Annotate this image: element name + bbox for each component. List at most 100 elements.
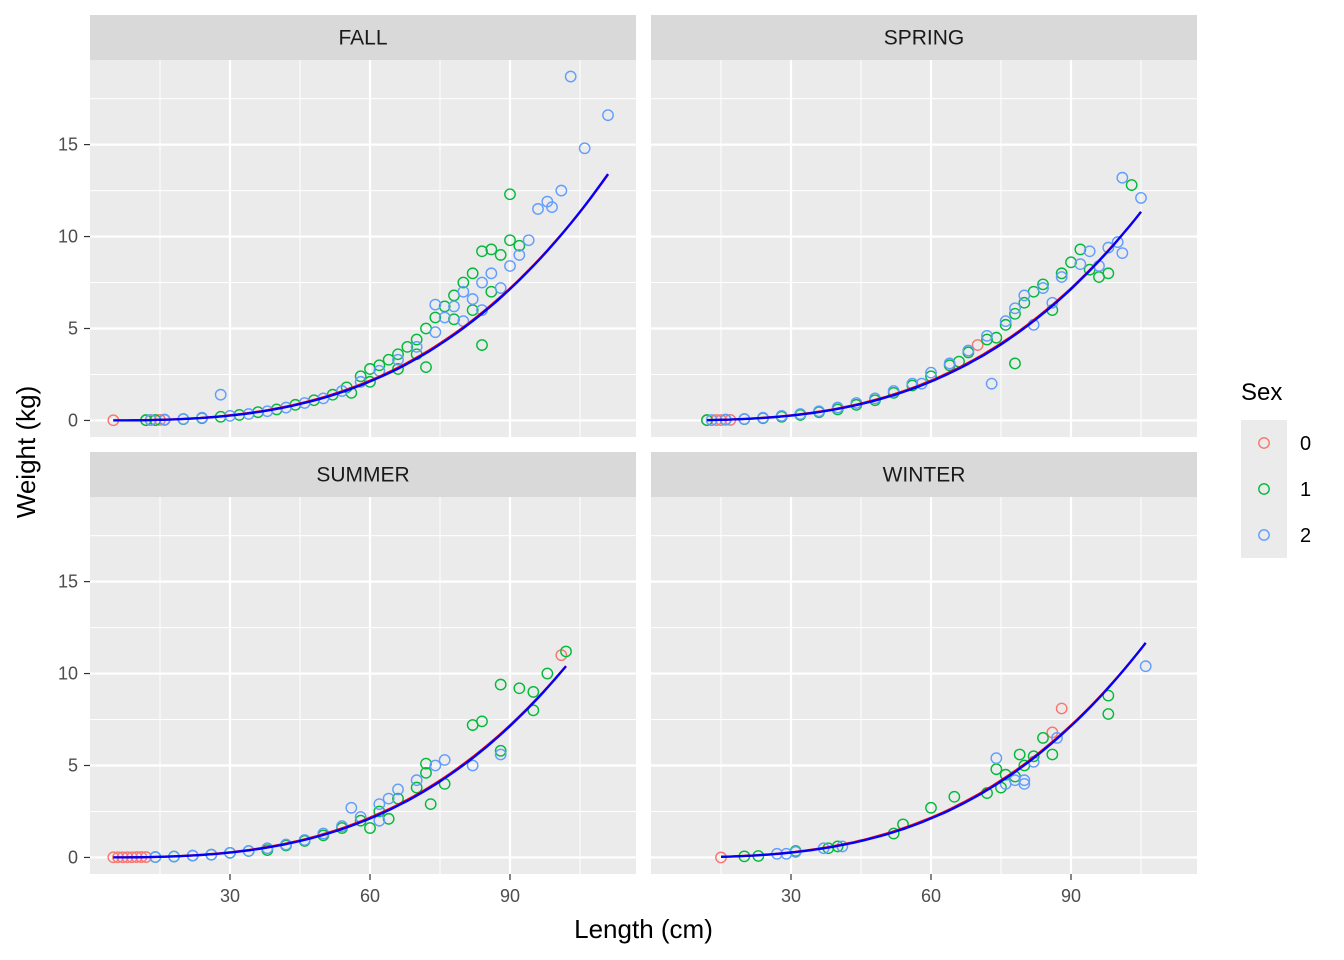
facet-strip-label: FALL <box>338 27 387 50</box>
legend-label: 2 <box>1300 525 1311 547</box>
data-points <box>701 171 1147 427</box>
data-point <box>1046 748 1059 761</box>
legend-label: 1 <box>1300 479 1311 501</box>
data-point <box>438 311 451 324</box>
legend-key-background <box>1241 420 1287 466</box>
data-point <box>925 801 937 814</box>
data-point <box>962 344 975 357</box>
y-tick-label: 5 <box>68 755 78 775</box>
data-point <box>382 353 395 366</box>
data-point <box>1102 241 1115 254</box>
legend-key-symbol <box>1258 437 1270 449</box>
legend-key-background <box>1241 466 1287 512</box>
data-point <box>1102 708 1115 720</box>
data-point <box>392 353 404 366</box>
data-point <box>410 774 423 787</box>
data-point <box>214 388 227 401</box>
data-point <box>546 201 558 214</box>
data-point <box>1102 689 1115 702</box>
data-point <box>948 790 961 803</box>
data-point <box>476 276 488 289</box>
x-tick-label: 90 <box>1061 886 1081 906</box>
facet-strip-label: SPRING <box>884 27 965 50</box>
data-point <box>1055 702 1068 715</box>
data-point <box>1111 236 1124 248</box>
data-point <box>1116 247 1129 259</box>
fit-line <box>113 173 609 422</box>
data-point <box>1135 192 1147 204</box>
facet-strip <box>651 452 1197 497</box>
data-point <box>1037 278 1049 291</box>
x-tick-label: 30 <box>220 886 240 906</box>
data-point <box>990 752 1003 765</box>
data-point <box>504 260 516 272</box>
data-point <box>555 184 568 197</box>
panel-background <box>90 497 636 874</box>
data-point <box>476 715 488 728</box>
x-tick-label: 90 <box>500 886 520 906</box>
data-point <box>527 704 540 717</box>
data-point <box>1009 302 1021 315</box>
panel-background <box>651 497 1197 874</box>
data-point <box>504 234 516 247</box>
data-point <box>373 798 386 811</box>
data-point <box>564 70 577 83</box>
data-point <box>1009 357 1021 370</box>
data-point <box>1018 774 1031 787</box>
data-point <box>364 822 376 834</box>
data-point <box>494 282 507 294</box>
fit-line <box>720 642 1147 858</box>
data-point <box>429 326 442 339</box>
y-tick-label: 10 <box>58 664 78 684</box>
y-tick-label: 15 <box>58 572 78 592</box>
data-point <box>354 370 367 383</box>
data-point <box>466 293 479 305</box>
data-point <box>1125 179 1138 191</box>
data-point <box>513 249 526 261</box>
panel-background <box>651 60 1197 437</box>
data-point <box>527 686 540 698</box>
data-point <box>410 340 423 353</box>
data-point <box>494 744 507 757</box>
data-point <box>1055 267 1068 280</box>
y-tick-label: 0 <box>68 847 78 867</box>
facet-panel-fall: FALL 0 5 10 15 <box>58 15 636 437</box>
data-point <box>410 333 423 346</box>
data-point <box>429 311 442 324</box>
facet-panel-summer: SUMMER 0 5 10 15 30 60 90 <box>58 452 636 906</box>
y-tick-label: 15 <box>58 135 78 155</box>
data-point <box>504 188 516 201</box>
data-point <box>485 267 498 280</box>
data-point <box>560 645 572 658</box>
data-points <box>715 642 1152 864</box>
data-point <box>457 285 470 298</box>
data-point <box>410 781 423 794</box>
data-point <box>466 267 479 280</box>
y-tick-label: 10 <box>58 227 78 247</box>
facet-strip <box>651 15 1197 60</box>
data-point <box>1083 245 1096 258</box>
data-point <box>1139 660 1152 673</box>
data-point <box>971 339 984 351</box>
data-point <box>420 361 432 374</box>
data-point <box>494 748 507 761</box>
data-point <box>494 678 507 691</box>
data-point <box>513 682 526 695</box>
data-point <box>999 318 1012 331</box>
data-point <box>345 801 358 814</box>
data-point <box>1037 732 1049 744</box>
fit-line <box>113 665 567 859</box>
data-point <box>1074 258 1087 271</box>
data-point <box>602 109 614 122</box>
legend: Sex 0 1 2 <box>1241 379 1311 558</box>
data-point <box>438 754 451 766</box>
data-point <box>943 357 956 370</box>
data-point <box>985 377 998 390</box>
legend-key-symbol <box>1258 529 1270 541</box>
data-point <box>981 329 993 342</box>
y-axis-title: Weight (kg) <box>11 386 41 518</box>
x-tick-label: 30 <box>781 886 801 906</box>
legend-key-symbol <box>1258 483 1270 495</box>
